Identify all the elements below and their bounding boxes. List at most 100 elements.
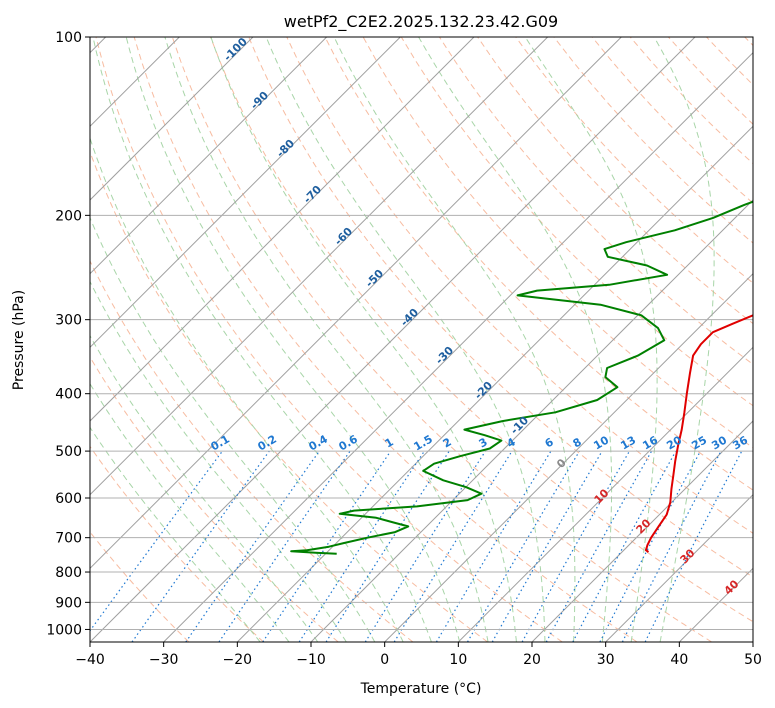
isotherm-line	[678, 567, 753, 642]
dry-adiabat-line	[90, 531, 190, 642]
mixing-ratio-label: 25	[689, 434, 709, 453]
moist-adiabat-line	[265, 37, 546, 642]
moist-adiabat-line	[210, 37, 517, 642]
isotherm-line	[236, 125, 753, 642]
mixing-ratio-line	[325, 450, 450, 642]
mixing-ratio-label: 0.6	[337, 432, 361, 453]
moist-adiabat-line	[125, 37, 461, 642]
mixing-ratio-line	[644, 450, 743, 642]
x-tick-label: 30	[597, 652, 615, 668]
x-tick-label: 40	[670, 652, 688, 668]
y-tick-label: 100	[55, 30, 82, 46]
dry-adiabat-line	[90, 445, 264, 642]
moist-adiabat-line	[333, 37, 576, 642]
sounding-series	[290, 200, 753, 555]
isotherm-line	[90, 37, 622, 570]
isotherm-label: -20	[472, 379, 495, 402]
mixing-ratio-line	[90, 450, 223, 632]
isotherm-label: -50	[363, 267, 386, 290]
mixing-ratio-label: 20	[664, 433, 684, 452]
dry-adiabat-line	[706, 37, 753, 86]
y-tick-label: 200	[55, 208, 82, 224]
dry-adiabat-line	[210, 37, 753, 623]
isotherm-label: -70	[301, 183, 324, 206]
plot-frame	[89, 36, 754, 643]
mixing-ratio-label: 0.2	[256, 432, 279, 453]
mixing-ratio-label: 16	[640, 433, 660, 452]
x-tick-label: 20	[523, 652, 541, 668]
y-axis-title: Pressure (hPa)	[11, 290, 27, 390]
isotherm-line	[605, 493, 753, 642]
moist-adiabat-line	[524, 37, 658, 642]
mixing-ratio-line	[131, 450, 270, 642]
isotherm-line	[90, 37, 549, 496]
isotherm-line	[752, 641, 753, 642]
moist-adiabat-line	[90, 216, 376, 642]
y-tick-label: 400	[55, 387, 82, 403]
mixing-ratio-line	[185, 450, 320, 642]
dry-adiabat-line	[248, 37, 753, 578]
dry-adiabat-line	[133, 37, 638, 642]
isotherm-line	[90, 37, 475, 422]
x-tick-label: −30	[149, 652, 179, 668]
y-tick-label: 900	[55, 595, 82, 611]
mixing-ratio-line	[599, 450, 702, 642]
moist-adiabat-line	[90, 334, 319, 642]
mixing-ratio-label: 10	[591, 433, 611, 452]
dry-adiabat-line	[477, 37, 753, 325]
isotherm-line	[457, 346, 753, 642]
isotherm-label: -60	[332, 225, 355, 248]
mixing-ratio-label: 36	[730, 433, 750, 452]
isotherm-label: -90	[248, 89, 271, 112]
y-tick-label: 500	[55, 444, 82, 460]
y-axis: 1000 900 800 700 600 500 400 300 200 100	[46, 30, 90, 638]
isotherm-label: -30	[433, 344, 456, 367]
dry-adiabat-line	[95, 37, 563, 642]
x-axis-title: Temperature (°C)	[360, 681, 482, 697]
dry-adiabat-line	[90, 356, 339, 642]
pressure-grid	[90, 37, 753, 630]
temperature-line	[644, 314, 753, 553]
dry-adiabat-line	[171, 37, 712, 642]
mixing-ratio-line	[298, 450, 425, 642]
y-tick-label: 800	[55, 565, 82, 581]
isotherm-label: -40	[398, 306, 421, 329]
moist-adiabat-line	[653, 37, 715, 642]
isoline-labels: -100-90-80-70-60-50-40-30-20-10010203040…	[209, 35, 751, 598]
x-tick-label: −20	[223, 652, 253, 668]
isotherm-label: -100	[221, 35, 250, 64]
mixing-ratio-label: 0.4	[307, 432, 331, 453]
dry-adiabat-label: 10	[592, 486, 612, 506]
isotherm-line	[90, 37, 401, 349]
dry-adiabat-line	[90, 150, 488, 642]
isotherm-line	[163, 51, 753, 642]
mixing-ratio-line	[364, 450, 486, 642]
isotherm-line	[310, 199, 753, 642]
mixing-ratio-label: 1	[383, 435, 396, 450]
isotherm-line	[384, 272, 753, 642]
dry-adiabat-line	[90, 259, 414, 642]
moist-adiabat-line	[90, 426, 261, 642]
isotherm-label: -80	[274, 137, 297, 160]
moist-adiabat-line	[92, 37, 432, 642]
mixing-ratio-line	[572, 450, 677, 642]
dry-adiabat-line	[324, 37, 753, 491]
mixing-ratio-line	[466, 450, 580, 642]
dry-adiabat-line	[744, 37, 753, 47]
x-tick-label: 0	[380, 652, 389, 668]
isotherm-line	[90, 37, 328, 275]
mixing-ratio-line	[545, 450, 653, 642]
mixing-ratio-label: 1.5	[412, 432, 435, 453]
mixing-ratio-label: 8	[571, 435, 584, 450]
y-tick-label: 700	[55, 531, 82, 547]
y-tick-label: 300	[55, 313, 82, 329]
mixing-ratio-label: 6	[543, 435, 556, 450]
x-tick-label: 50	[744, 652, 762, 668]
mixing-ratio-line	[262, 450, 392, 642]
dry-adiabat-line	[438, 37, 753, 366]
mixing-ratio-label: 0.1	[209, 432, 232, 453]
dry-adiabat-label: 40	[722, 577, 742, 597]
y-tick-label: 1000	[46, 622, 82, 638]
x-tick-label: 10	[449, 652, 467, 668]
